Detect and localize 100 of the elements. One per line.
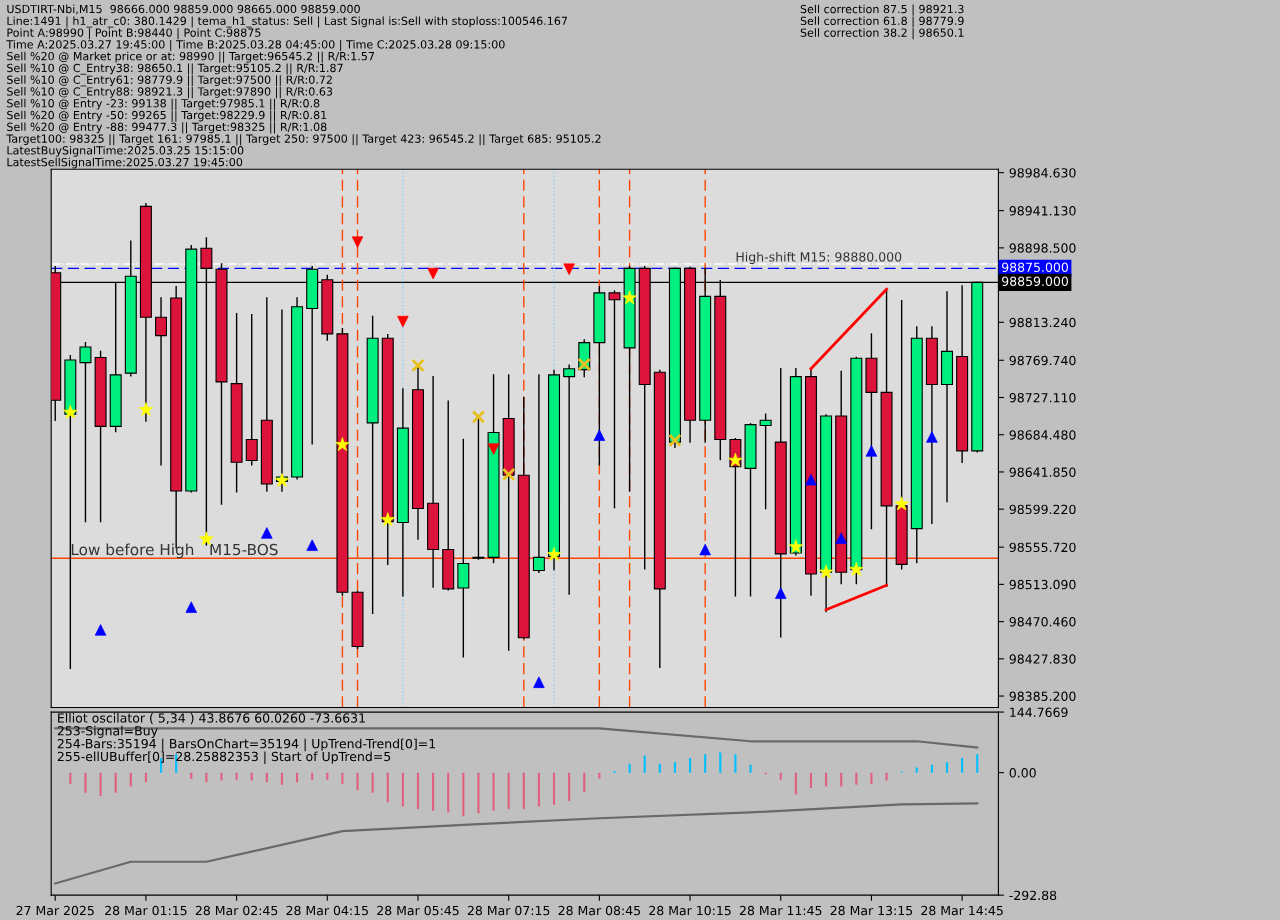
bar	[129, 772, 132, 787]
y-tick-label: 98769.740	[1009, 355, 1076, 366]
x-tick-label: 28 Mar 04:15	[286, 905, 368, 916]
bar	[961, 758, 964, 773]
bar	[976, 754, 979, 773]
bar	[265, 772, 268, 783]
y-tick-label: 98470.460	[1009, 617, 1076, 627]
text: Sell %10 @ C_Entry38: 98650.1 || Target:95105.2 || R/R:1.87	[7, 63, 343, 75]
point	[501, 467, 516, 482]
x-tick-label: 28 Mar 02:45	[195, 905, 278, 916]
candlestick	[608, 290, 621, 509]
y-tick-label: 98984.630	[1009, 168, 1076, 178]
text: LatestBuySignalTime:2025.03.25 15:15:00	[7, 145, 244, 157]
ref-line-label: 98859.000	[1002, 276, 1069, 286]
text: Sell %20 @ Entry -88: 99477.3 || Target:98325 || R/R:1.08	[7, 122, 327, 134]
annotation: 254-Bars:35194 | BarsOnChart=35194 | UpTrend-Trend[0]=1	[57, 738, 436, 752]
bar	[628, 763, 631, 773]
bar	[462, 772, 465, 817]
bar	[477, 772, 480, 814]
bar	[371, 772, 374, 793]
y-tick-label: 98427.830	[1009, 654, 1076, 664]
x-tick-label: 28 Mar 14:45	[921, 905, 1003, 916]
bar	[537, 772, 540, 807]
bar	[552, 772, 556, 805]
y-tick-label: 98513.090	[1009, 579, 1076, 590]
bar	[749, 764, 752, 773]
x-tick-label: 27 Mar 2025	[16, 905, 94, 916]
bar	[507, 772, 510, 810]
text: USDTIRT-Nbi,M15 98666.000 98859.000 98665.000 98859.000	[7, 4, 360, 15]
y-tick-label: 0.00	[1009, 768, 1036, 778]
y-tick-label: 144.7669	[1010, 707, 1068, 718]
y-tick-label: -292.88	[1009, 890, 1057, 901]
bar	[673, 762, 676, 773]
bar	[568, 772, 571, 802]
bar	[401, 772, 404, 807]
y-tick-label: 98641.850	[1009, 467, 1076, 477]
bar	[356, 772, 359, 791]
bar	[930, 764, 933, 773]
bar	[205, 772, 208, 783]
bar	[809, 772, 813, 789]
bar	[779, 772, 782, 780]
text: Sell %20 @ Market price or at: 98990 || Target:96545.2 || R/R:1.57	[7, 51, 374, 63]
text: Line:1491 | h1_atr_c0: 380.1429 | tema_h1_status: Sell | Last Signal is:Sell with stoploss:100546.167	[7, 16, 568, 28]
text: Sell %20 @ Entry -50: 99265 || Target:98229.9 || R/R:0.81	[7, 110, 327, 122]
x-tick-label: 28 Mar 08:45	[558, 905, 641, 916]
y-tick-label: 98555.720	[1009, 542, 1076, 553]
y-tick-label: 98813.240	[1009, 317, 1076, 328]
bar	[326, 772, 329, 780]
bar	[583, 772, 586, 792]
annotation: Low before High M15-BOS	[71, 543, 278, 559]
bar	[689, 758, 692, 773]
bar	[311, 772, 314, 780]
bar	[99, 772, 102, 797]
bar	[825, 772, 828, 787]
bar	[945, 762, 949, 773]
point	[471, 410, 486, 424]
bar	[220, 772, 223, 781]
bar	[386, 772, 389, 803]
bar	[719, 752, 722, 773]
candlestick	[155, 297, 168, 466]
bar	[492, 772, 495, 811]
candlestick	[759, 413, 772, 510]
y-tick-label: 98684.480	[1009, 430, 1076, 440]
bar	[432, 772, 435, 811]
annotation: 253-Signal=Buy	[57, 725, 158, 738]
y-tick-label: 98898.500	[1009, 243, 1076, 253]
bar	[416, 772, 420, 810]
point	[411, 358, 425, 373]
bar	[885, 772, 888, 781]
text: Sell %10 @ Entry -23: 99138 || Target:97985.1 || R/R:0.8	[7, 98, 320, 110]
bar	[250, 772, 253, 781]
text: Target100: 98325 || Target 161: 97985.1 || Target 250: 97500 || Target 423: 96545.2 || Target 685: 95105.2	[6, 134, 601, 146]
text: Time A:2025.03.27 19:45:00 | Time B:2025.03.28 04:45:00 | Time C:2025.03.28 09:15:00	[6, 39, 505, 52]
point	[577, 357, 592, 372]
x-tick-label: 28 Mar 05:45	[377, 905, 459, 916]
text: Sell correction 61.8 | 98779.9	[800, 16, 964, 28]
candlestick	[79, 341, 92, 523]
candlestick	[563, 364, 576, 595]
bar	[794, 772, 797, 795]
bar	[704, 754, 707, 773]
bar	[915, 767, 918, 773]
bar	[870, 772, 873, 784]
bar	[447, 772, 450, 813]
bar	[643, 755, 646, 773]
text: Sell %10 @ C_Entry61: 98779.9 || Target:97500 || R/R:0.72	[7, 75, 332, 87]
bar	[855, 772, 858, 785]
candlestick	[532, 374, 545, 573]
annotation: Elliot oscilator ( 5,34 ) 43.8676 60.0260 -73.6631	[58, 713, 365, 725]
candlestick	[245, 313, 258, 466]
bar	[114, 772, 117, 793]
x-tick-label: 28 Mar 01:15	[105, 905, 187, 916]
bar	[734, 754, 737, 773]
y-tick-label: 98599.220	[1009, 504, 1076, 515]
text: Sell correction 38.2 | 98650.1	[800, 28, 964, 40]
point	[668, 433, 682, 448]
text: Sell %10 @ C_Entry88: 98921.3 || Target:97890 || R/R:0.63	[7, 87, 333, 99]
text: LatestSellSignalTime:2025.03.27 19:45:00	[7, 157, 243, 169]
y-tick-label: 98941.130	[1009, 206, 1076, 216]
ref-line-label: 98875.000	[1002, 262, 1069, 273]
bar	[658, 763, 661, 773]
